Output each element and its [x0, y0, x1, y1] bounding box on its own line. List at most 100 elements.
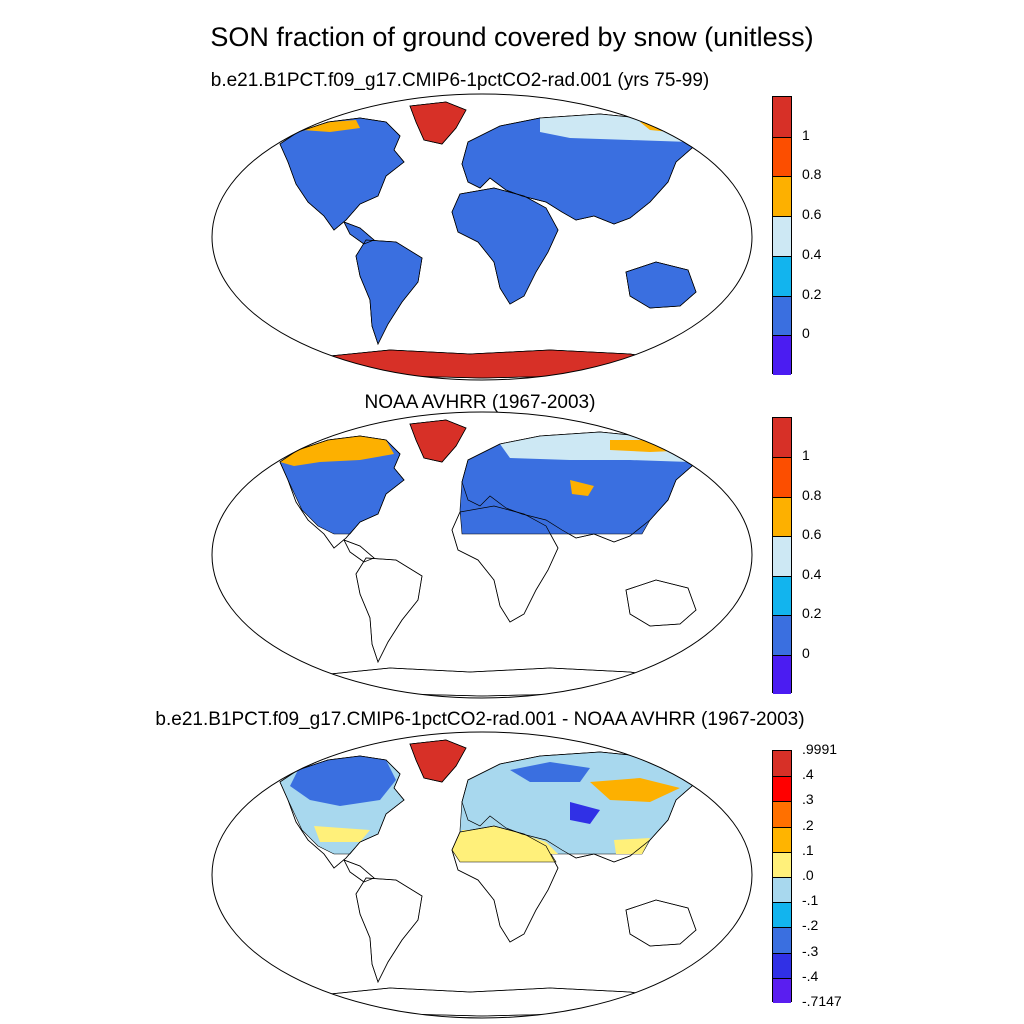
coastline-australia: [625, 261, 697, 309]
colorbar-box: [772, 96, 792, 375]
colorbar-swatch: [773, 927, 791, 953]
data-band: [314, 826, 370, 842]
colorbar-swatch: [773, 776, 791, 802]
colorbar-separator: [773, 295, 791, 297]
continent-outline-antarctica: [309, 667, 682, 697]
colorbar-swatch: [773, 216, 791, 256]
panel-1-map: [211, 93, 753, 381]
colorbar-swatch: [773, 97, 791, 137]
colorbar-swatch: [773, 176, 791, 217]
colorbar-tick-label: -.7147: [802, 993, 842, 1009]
colorbar-tick-label: .0: [802, 867, 814, 883]
colorbar-separator: [773, 902, 791, 904]
colorbar-swatch: [773, 877, 791, 903]
colorbar-separator: [773, 457, 791, 459]
data-band: [610, 440, 696, 452]
coastline-centralAmerica: [343, 859, 375, 883]
coastline-africa: [451, 825, 559, 943]
coastline-centralAmerica: [343, 539, 375, 563]
coastline-centralAmerica: [343, 221, 375, 245]
colorbar-tick-label: 0.2: [802, 605, 822, 622]
data-band: [510, 762, 590, 782]
colorbar-tick-label: 0.8: [802, 486, 822, 503]
coastline-australia: [625, 899, 697, 947]
coastline-africa: [451, 187, 559, 305]
colorbar-separator: [773, 536, 791, 538]
data-band: [302, 120, 360, 132]
colorbar-tick-label: .3: [802, 791, 814, 808]
colorbar-swatch: [773, 457, 791, 497]
panel-3-title: b.e21.B1PCT.f09_g17.CMIP6-1pctCO2-rad.00…: [155, 709, 805, 730]
colorbar-tick-label: 1: [802, 126, 810, 143]
colorbar-tick-label: -.2: [802, 917, 819, 934]
colorbar-box: [772, 750, 792, 1003]
colorbar-swatch: [773, 615, 791, 655]
colorbar-separator: [773, 335, 791, 337]
colorbar-separator: [773, 615, 791, 617]
colorbar-separator: [773, 776, 791, 778]
colorbar-separator: [773, 255, 791, 257]
data-region-antarctica: [309, 349, 682, 379]
colorbar-tick-label: 1: [802, 447, 810, 464]
coastline-greenland: [409, 419, 467, 463]
colorbar-swatch: [773, 977, 791, 1003]
main-title: SON fraction of ground covered by snow (…: [210, 22, 814, 52]
continent-outline-antarctica: [309, 987, 682, 1017]
colorbar-tick-label: 0.4: [802, 245, 822, 262]
data-band: [290, 756, 396, 806]
coastline-northAmerica: [279, 117, 405, 231]
coastline-greenland: [409, 101, 467, 145]
colorbar-tick-label: -.3: [802, 942, 819, 959]
panel-3-colorbar: .9991 .4 .3 .2 .1 .0 -.1 -.2 -.3 -.4 -.7147: [772, 741, 862, 1009]
data-band: [590, 778, 680, 802]
colorbar-swatch: [773, 826, 791, 852]
colorbar-separator: [773, 851, 791, 853]
colorbar-tick-label: -.4: [802, 967, 819, 984]
colorbar-tick-label: 0.8: [802, 166, 822, 183]
colorbar-swatch: [773, 496, 791, 537]
colorbar-swatch: [773, 536, 791, 576]
panel-2-colorbar: 1 0.8 0.6 0.4 0.2 0: [772, 417, 852, 694]
colorbar-separator: [773, 801, 791, 803]
colorbar-swatch: [773, 654, 791, 694]
colorbar-tick-label: 0.2: [802, 285, 822, 302]
colorbar-tick-label: .1: [802, 841, 814, 858]
colorbar-separator: [773, 176, 791, 178]
colorbar-swatch: [773, 952, 791, 978]
colorbar-swatch: [773, 751, 791, 777]
colorbar-swatch: [773, 902, 791, 928]
colorbar-tick-label: .9991: [802, 741, 838, 757]
data-band: [614, 838, 650, 854]
coastline-australia: [625, 579, 697, 627]
colorbar-swatch: [773, 575, 791, 616]
colorbar-separator: [773, 826, 791, 828]
map-border: [211, 731, 753, 1019]
map-border: [211, 93, 753, 381]
panel-1-title: b.e21.B1PCT.f09_g17.CMIP6-1pctCO2-rad.00…: [210, 70, 710, 91]
panel-3-map: [211, 731, 753, 1019]
colorbar-swatch: [773, 418, 791, 458]
colorbar-separator: [773, 575, 791, 577]
colorbar-tick-label: 0: [802, 644, 810, 661]
colorbar-swatch: [773, 295, 791, 336]
map-border: [211, 411, 753, 699]
colorbar-tick-label: 0: [802, 325, 810, 342]
colorbar-box: [772, 417, 792, 694]
colorbar-separator: [773, 977, 791, 979]
colorbar-separator: [773, 654, 791, 656]
data-band: [570, 480, 594, 496]
panel-1-colorbar: 1 0.8 0.6 0.4 0.2 0: [772, 96, 852, 375]
colorbar-separator: [773, 216, 791, 218]
colorbar-swatch: [773, 801, 791, 827]
colorbar-separator: [773, 136, 791, 138]
colorbar-separator: [773, 877, 791, 878]
colorbar-tick-label: -.1: [802, 892, 819, 909]
colorbar-swatch: [773, 255, 791, 296]
data-band: [570, 802, 600, 824]
data-band: [280, 436, 394, 466]
data-band: [462, 830, 558, 854]
colorbar-tick-label: .4: [802, 766, 814, 783]
coastline-southAmerica: [355, 557, 423, 663]
colorbar-tick-label: .2: [802, 816, 814, 833]
colorbar-tick-label: 0.6: [802, 526, 822, 543]
